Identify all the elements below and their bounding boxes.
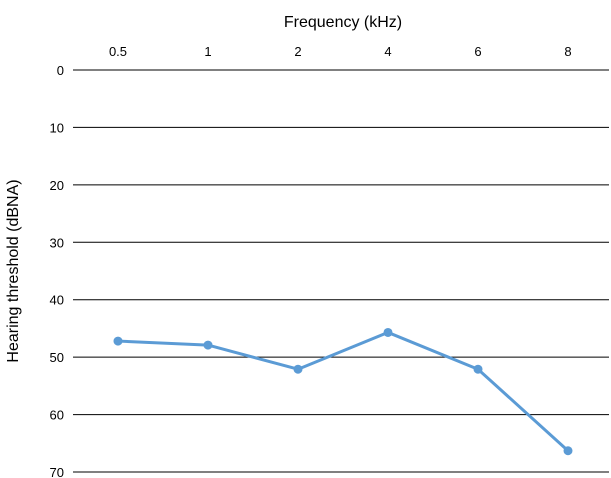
y-tick-label: 10 <box>50 120 64 135</box>
data-point <box>293 364 303 374</box>
series-group <box>113 327 573 456</box>
x-tick-label: 0.5 <box>109 44 127 59</box>
y-tick-labels: 0 10 20 30 40 50 60 70 <box>50 63 64 478</box>
series-line <box>117 330 570 452</box>
data-point <box>203 340 213 350</box>
x-axis-title: Frequency (kHz) <box>284 14 402 31</box>
x-tick-labels: 0.5 1 2 4 6 8 <box>109 44 572 59</box>
x-tick-label: 2 <box>294 44 301 59</box>
x-tick-label: 6 <box>474 44 481 59</box>
data-point <box>383 327 393 337</box>
y-tick-label: 30 <box>50 235 64 250</box>
y-tick-label: 50 <box>50 350 64 365</box>
y-tick-label: 40 <box>50 293 64 308</box>
gridlines <box>73 69 609 473</box>
data-point <box>563 446 573 456</box>
y-axis-title: Hearing threshold (dBNA) <box>5 179 22 362</box>
x-tick-label: 8 <box>564 44 571 59</box>
y-tick-label: 0 <box>57 63 64 78</box>
data-point <box>113 336 123 346</box>
y-tick-label: 70 <box>50 465 64 478</box>
x-tick-label: 1 <box>204 44 211 59</box>
y-tick-label: 60 <box>50 408 64 423</box>
data-point <box>473 364 483 374</box>
y-tick-label: 20 <box>50 178 64 193</box>
x-tick-label: 4 <box>384 44 391 59</box>
